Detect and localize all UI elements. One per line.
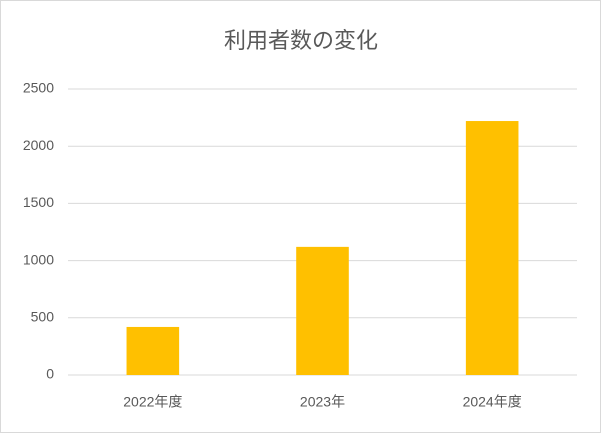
x-tick-label: 2024年度 <box>463 394 522 410</box>
y-tick-label: 1500 <box>23 194 54 210</box>
x-tick-label: 2022年度 <box>123 394 182 410</box>
y-tick-label: 1000 <box>23 251 54 267</box>
y-tick-label: 2500 <box>23 80 54 96</box>
x-tick-label: 2023年 <box>300 394 345 410</box>
chart-title: 利用者数の変化 <box>224 28 378 53</box>
y-tick-label: 500 <box>31 309 55 325</box>
bar <box>465 121 519 375</box>
bar <box>126 326 180 375</box>
y-tick-label: 2000 <box>23 137 54 153</box>
y-tick-label: 0 <box>46 366 54 382</box>
bar <box>296 246 349 375</box>
